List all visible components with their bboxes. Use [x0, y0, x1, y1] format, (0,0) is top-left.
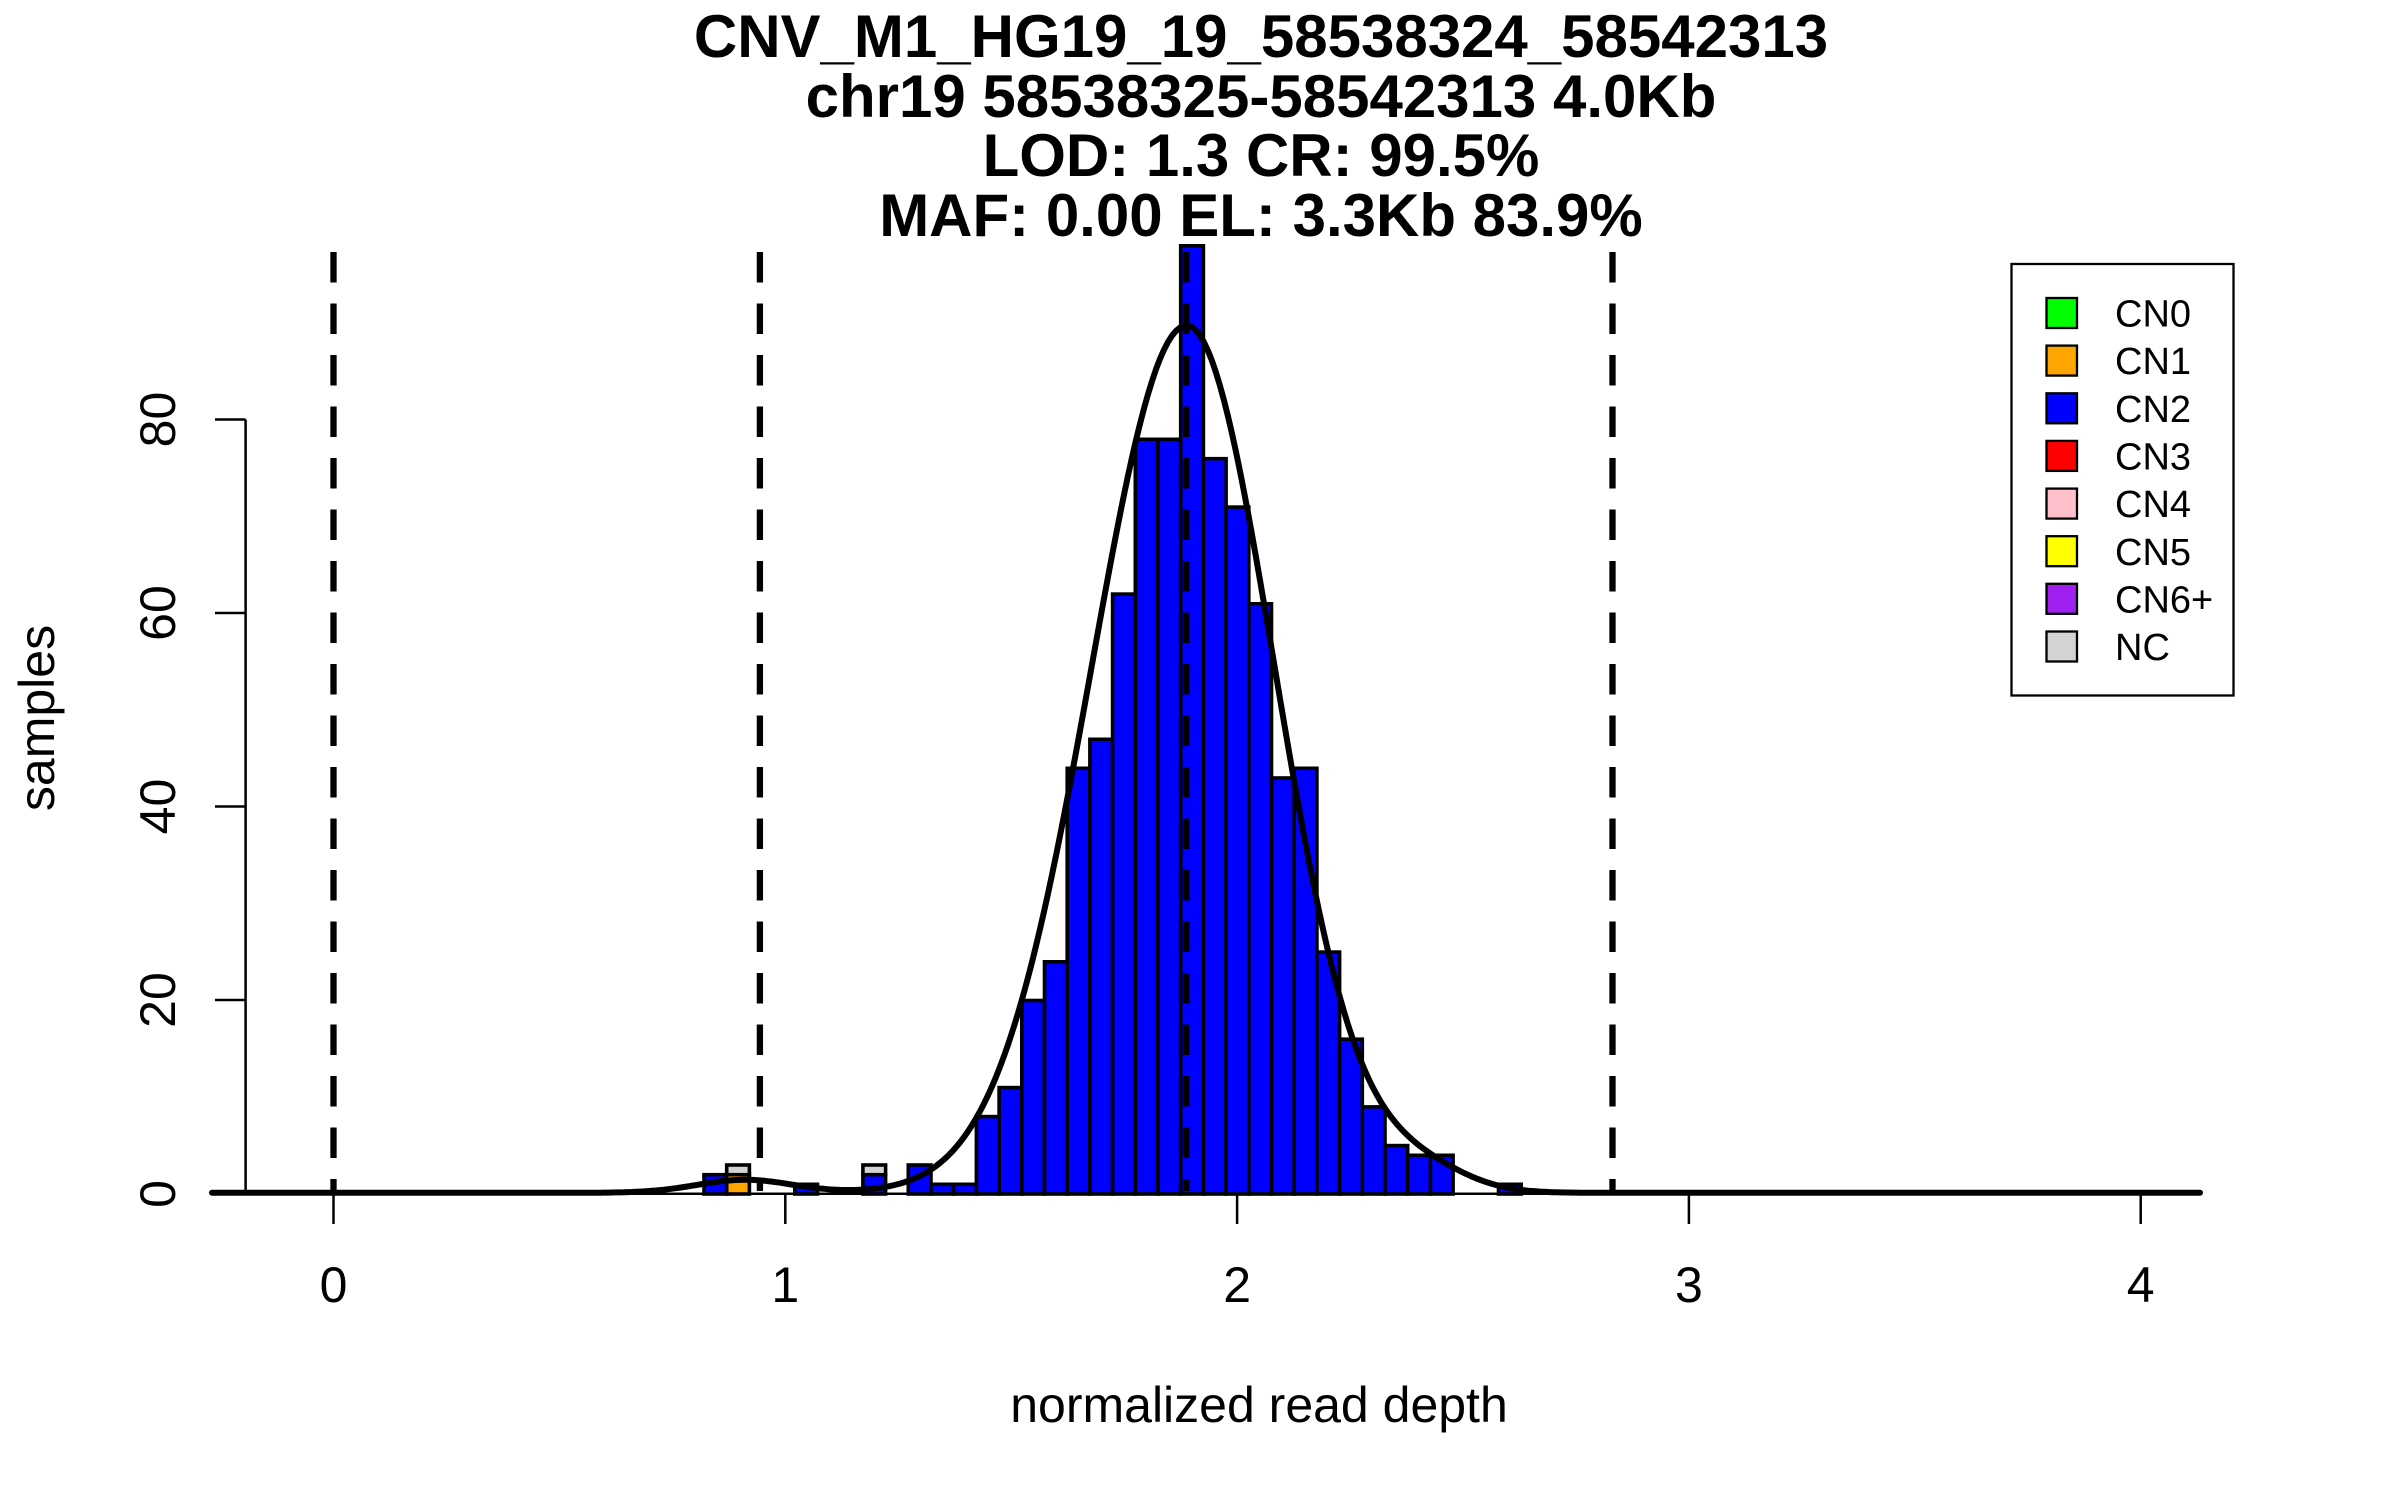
- svg-text:NC: NC: [2115, 627, 2170, 669]
- svg-text:2: 2: [1223, 1257, 1251, 1313]
- svg-text:CN4: CN4: [2115, 484, 2191, 526]
- svg-text:samples: samples: [9, 625, 65, 811]
- svg-text:normalized read depth: normalized read depth: [1010, 1377, 1508, 1433]
- svg-text:MAF: 0.00 EL: 3.3Kb 83.9%: MAF: 0.00 EL: 3.3Kb 83.9%: [879, 182, 1643, 249]
- svg-text:20: 20: [130, 972, 186, 1028]
- svg-text:3: 3: [1675, 1257, 1703, 1313]
- svg-text:CN1: CN1: [2115, 341, 2191, 383]
- svg-text:40: 40: [130, 779, 186, 835]
- svg-text:0: 0: [130, 1180, 186, 1208]
- svg-text:1: 1: [771, 1257, 799, 1313]
- svg-text:CN3: CN3: [2115, 437, 2191, 479]
- svg-text:0: 0: [320, 1257, 348, 1313]
- svg-text:CN6+: CN6+: [2115, 579, 2213, 621]
- svg-text:chr19 58538325-58542313 4.0Kb: chr19 58538325-58542313 4.0Kb: [806, 63, 1717, 130]
- svg-text:CNV_M1_HG19_19_58538324_585423: CNV_M1_HG19_19_58538324_58542313: [694, 3, 1828, 70]
- svg-text:LOD: 1.3 CR: 99.5%: LOD: 1.3 CR: 99.5%: [983, 122, 1540, 189]
- svg-text:CN2: CN2: [2115, 389, 2191, 431]
- svg-text:CN0: CN0: [2115, 294, 2191, 336]
- svg-text:80: 80: [130, 392, 186, 448]
- svg-text:4: 4: [2127, 1257, 2155, 1313]
- svg-text:60: 60: [130, 585, 186, 641]
- svg-text:CN5: CN5: [2115, 532, 2191, 574]
